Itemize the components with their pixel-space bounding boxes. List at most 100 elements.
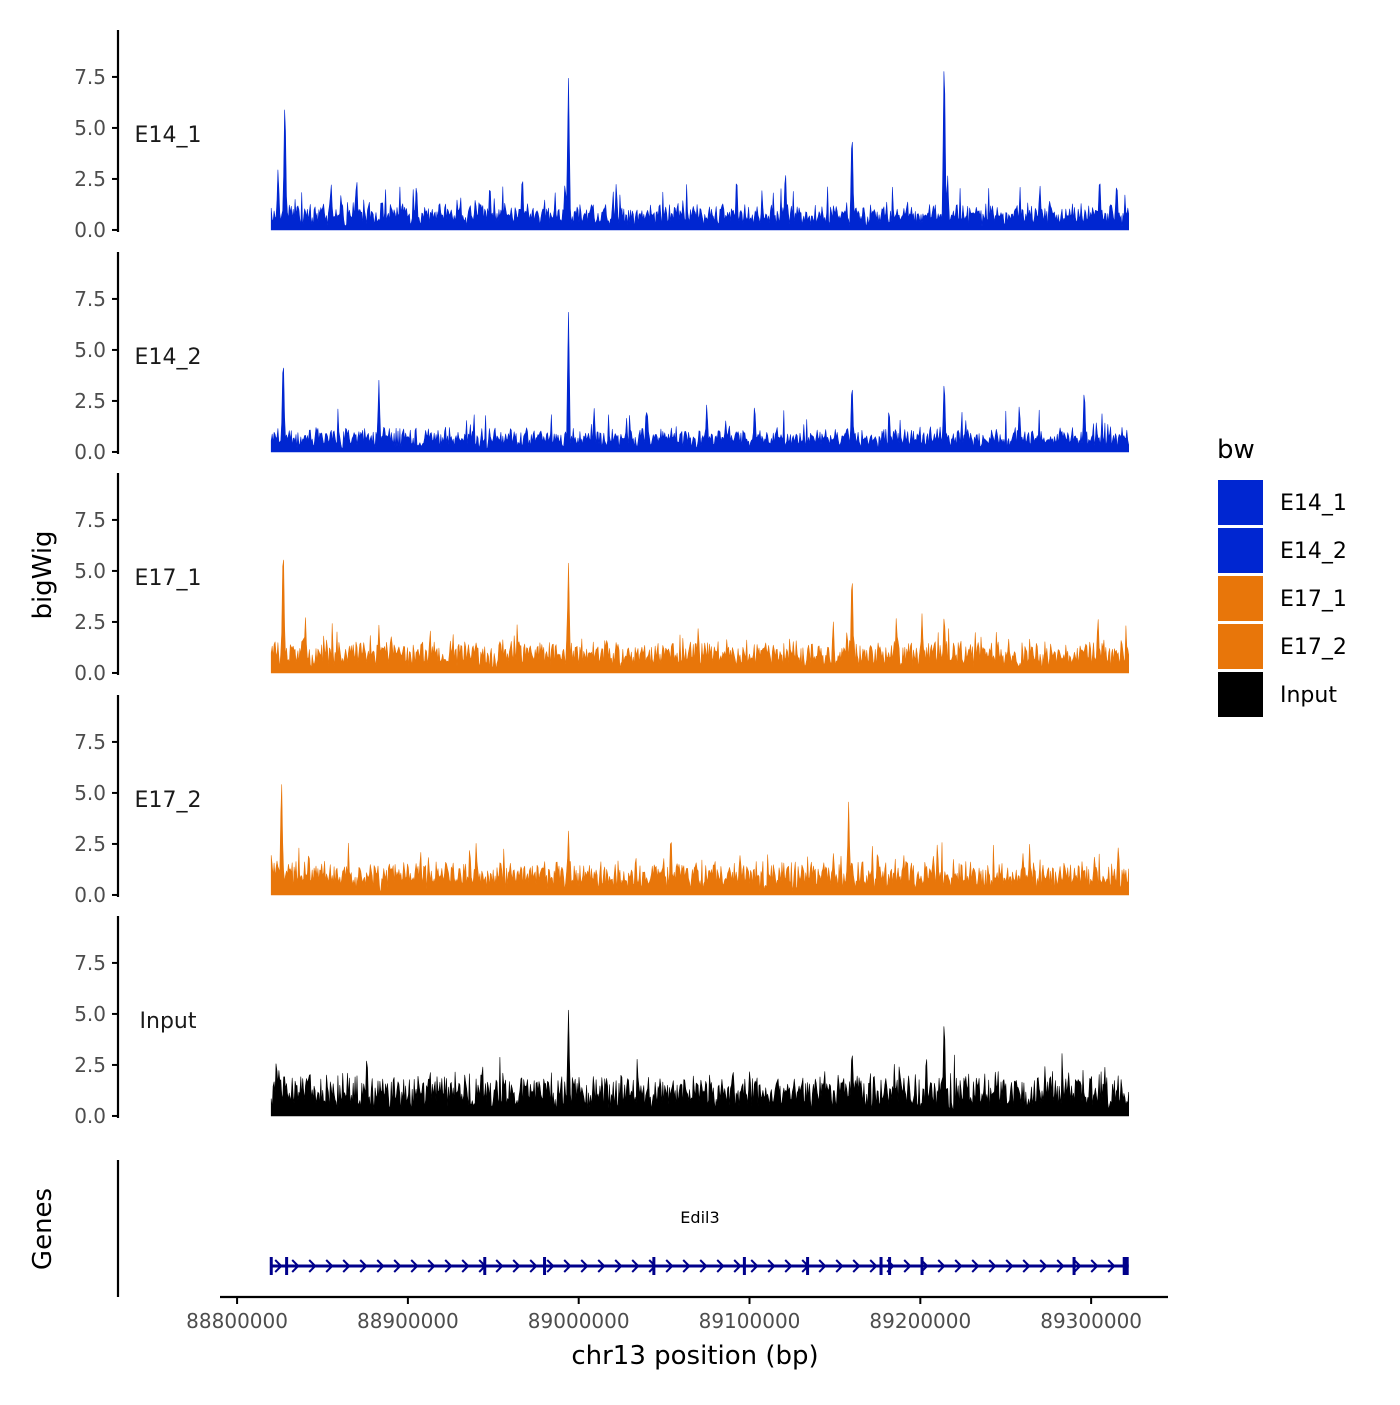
strand-arrow [444, 1259, 453, 1273]
exon [285, 1257, 289, 1275]
y-tick-label: 2.5 [74, 167, 106, 191]
strand-arrow [818, 1259, 827, 1273]
legend-swatch [1218, 624, 1263, 669]
legend: bw E14_1 E14_2 E17_1 E17_2 Input [1217, 435, 1347, 717]
exon [806, 1257, 810, 1275]
strand-arrow [274, 1259, 283, 1273]
strand-arrow [614, 1259, 623, 1273]
x-tick-label: 89100000 [699, 1309, 801, 1333]
strand-arrow [869, 1259, 878, 1273]
strand-arrow [750, 1259, 759, 1273]
y-tick-label: 2.5 [74, 832, 106, 856]
legend-label: E17_1 [1280, 587, 1347, 612]
legend-label: E14_1 [1280, 491, 1347, 516]
legend-swatch [1218, 528, 1263, 573]
strand-arrow [512, 1259, 521, 1273]
strand-arrow [376, 1259, 385, 1273]
legend-entry: Input [1218, 672, 1337, 717]
panel-e14-1: 0.0 2.5 5.0 7.5 E14_1 [74, 30, 1129, 242]
y-tick-label: 0.0 [74, 883, 106, 907]
strand-arrow [291, 1259, 300, 1273]
exon [483, 1257, 487, 1275]
panel-label: Input [140, 1009, 197, 1034]
strand-arrow [954, 1259, 963, 1273]
y-tick-label: 7.5 [74, 65, 106, 89]
y-tick-label: 5.0 [74, 116, 106, 140]
strand-arrow [835, 1259, 844, 1273]
legend-entry: E14_2 [1218, 528, 1347, 573]
legend-entry: E17_1 [1218, 576, 1347, 621]
x-tick-label: 88900000 [357, 1309, 459, 1333]
x-tick-label: 89200000 [869, 1309, 971, 1333]
gene-model: Edil3 [269, 1208, 1129, 1275]
x-axis: 88800000 88900000 89000000 89100000 89200000… [186, 1295, 1168, 1333]
x-tick-label: 88800000 [186, 1309, 288, 1333]
signal-area-input [270, 1009, 1129, 1117]
panel-input: 0.0 2.5 5.0 7.5 Input [74, 916, 1129, 1128]
y-tick-label: 5.0 [74, 559, 106, 583]
exon [1072, 1257, 1076, 1275]
legend-swatch [1218, 672, 1263, 717]
gene-name-label: Edil3 [680, 1208, 719, 1227]
legend-entry: E17_2 [1218, 624, 1347, 669]
strand-arrow [461, 1259, 470, 1273]
signal-area-e17-1 [270, 559, 1129, 674]
strand-arrow [580, 1259, 589, 1273]
signal-area-e14-1 [270, 71, 1129, 231]
panel-label: E14_1 [135, 123, 202, 148]
y-tick-label: 0.0 [74, 661, 106, 685]
strand-arrow [699, 1259, 708, 1273]
exon [652, 1257, 656, 1275]
strand-arrow [1056, 1259, 1065, 1273]
signal-tracks: 0.0 2.5 5.0 7.5 E14_1 0.0 2.5 5.0 7.5 E14_2 0.0 2.5… [74, 30, 1129, 1128]
strand-arrow [682, 1259, 691, 1273]
y-tick-label: 0.0 [74, 218, 106, 242]
strand-arrow [563, 1259, 572, 1273]
strand-arrow [784, 1259, 793, 1273]
exon [879, 1257, 883, 1275]
panel-label: E17_2 [135, 788, 202, 813]
strand-arrow [716, 1259, 725, 1273]
y-tick-label: 2.5 [74, 610, 106, 634]
y-tick-label: 2.5 [74, 389, 106, 413]
strand-arrow [546, 1259, 555, 1273]
strand-arrow [1039, 1259, 1048, 1273]
y-tick-label: 0.0 [74, 1104, 106, 1128]
y-tick-label: 7.5 [74, 951, 106, 975]
y-axis-title: bigWig [28, 530, 58, 619]
strand-arrow [988, 1259, 997, 1273]
strand-arrow [665, 1259, 674, 1273]
strand-arrow [971, 1259, 980, 1273]
strand-arrow [597, 1259, 606, 1273]
strand-arrow [1005, 1259, 1014, 1273]
x-tick-label: 89300000 [1040, 1309, 1142, 1333]
panel-label: E14_2 [135, 345, 202, 370]
exon [543, 1257, 547, 1275]
strand-arrow [308, 1259, 317, 1273]
y-tick-label: 5.0 [74, 781, 106, 805]
strand-arrow [410, 1259, 419, 1273]
strand-arrow [495, 1259, 504, 1273]
exon [888, 1257, 892, 1275]
strand-arrow [1022, 1259, 1031, 1273]
exon [1122, 1257, 1129, 1275]
gene-track-title: Genes [28, 1188, 58, 1270]
panel-label: E17_1 [135, 566, 202, 591]
strand-arrow [733, 1259, 742, 1273]
strand-arrow [529, 1259, 538, 1273]
y-tick-label: 7.5 [74, 730, 106, 754]
legend-title: bw [1217, 435, 1255, 465]
legend-entry: E14_1 [1218, 480, 1347, 525]
panel-e17-2: 0.0 2.5 5.0 7.5 E17_2 [74, 695, 1129, 907]
x-axis-title: chr13 position (bp) [571, 1341, 818, 1371]
strand-arrow [1107, 1259, 1116, 1273]
y-tick-label: 0.0 [74, 440, 106, 464]
strand-arrow [852, 1259, 861, 1273]
strand-arrow [767, 1259, 776, 1273]
signal-area-e17-2 [270, 784, 1129, 896]
gene-track: Edil3 [116, 1160, 1129, 1297]
strand-arrow [393, 1259, 402, 1273]
strand-arrow [427, 1259, 436, 1273]
